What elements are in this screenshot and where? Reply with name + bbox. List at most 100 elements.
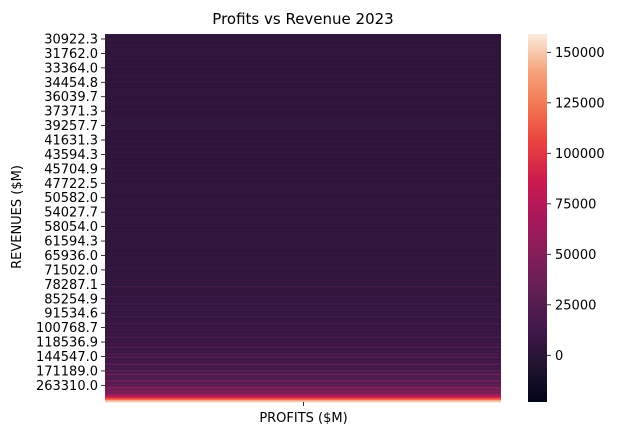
heatmap-cell: [105, 62, 501, 65]
heatmap-cell: [105, 183, 501, 186]
y-tick-label: 118536.9: [36, 336, 98, 351]
heatmap-cell: [105, 254, 501, 257]
heatmap-cell: [105, 380, 501, 383]
heatmap-cell: [105, 69, 501, 72]
y-tick-label: 36039.7: [44, 90, 98, 105]
x-axis: PROFITS ($M): [259, 402, 348, 426]
heatmap-cell: [105, 331, 501, 334]
heatmap-cell: [105, 324, 501, 327]
heatmap-cell: [105, 119, 501, 122]
heatmap-cell: [105, 40, 501, 43]
y-tick-label: 34454.8: [44, 76, 98, 91]
colorbar-tick-label: 125000: [555, 96, 605, 111]
heatmap-cell: [105, 309, 501, 312]
heatmap-cell: [105, 262, 501, 265]
heatmap-cell: [105, 306, 501, 309]
heatmap-cell: [105, 363, 501, 366]
heatmap-cell: [105, 239, 501, 242]
heatmap-cell: [105, 141, 501, 144]
heatmap-cell: [105, 176, 501, 179]
heatmap-cell: [105, 338, 501, 341]
heatmap-cell: [105, 134, 501, 137]
heatmap-cell: [105, 359, 501, 363]
heatmap-cell: [105, 79, 501, 82]
heatmap-cell: [105, 333, 501, 336]
heatmap-cell: [105, 292, 501, 295]
y-tick-label: 37371.3: [44, 105, 98, 120]
heatmap-cell: [105, 314, 501, 317]
y-tick-label: 41631.3: [44, 134, 98, 149]
heatmap-cell: [105, 193, 501, 196]
heatmap-cell: [105, 156, 501, 159]
y-tick-label: 91534.6: [44, 307, 98, 322]
heatmap-cell: [105, 348, 501, 351]
heatmap-cell: [105, 133, 501, 136]
heatmap-cell: [105, 264, 501, 267]
heatmap-cell: [105, 166, 501, 169]
heatmap-cell: [105, 336, 501, 339]
heatmap-cell: [105, 284, 501, 287]
heatmap-cell: [105, 376, 501, 379]
heatmap-cell: [105, 361, 501, 364]
heatmap-cell: [105, 181, 501, 184]
heatmap-cell: [105, 237, 501, 240]
heatmap-cell: [105, 291, 501, 294]
heatmap-cell: [105, 143, 501, 146]
heatmap-cell: [105, 373, 501, 376]
heatmap-cell: [105, 270, 501, 273]
heatmap-cell: [105, 312, 501, 315]
y-tick-label: 31762.0: [44, 47, 98, 62]
heatmap-cell: [105, 349, 501, 352]
heatmap-cell: [105, 294, 501, 297]
y-tick-label: 171189.0: [36, 364, 98, 379]
heatmap-cell: [105, 242, 501, 245]
heatmap-cell: [105, 208, 501, 211]
heatmap-cell: [105, 235, 501, 238]
heatmap-cell: [105, 343, 501, 346]
heatmap-cell: [105, 200, 501, 203]
y-tick-label: 50582.0: [44, 191, 98, 206]
y-tick-label: 30922.3: [44, 33, 98, 48]
heatmap-cell: [105, 129, 501, 132]
heatmap-cell: [105, 96, 501, 99]
y-tick-label: 144547.0: [36, 350, 98, 365]
heatmap-cell: [105, 121, 501, 124]
heatmap-cell: [105, 390, 501, 393]
heatmap-cell: [105, 217, 501, 220]
heatmap-cell: [105, 185, 501, 188]
heatmap-cell: [105, 257, 501, 260]
heatmap-cell: [105, 144, 501, 147]
heatmap-cell: [105, 307, 501, 310]
heatmap-cell: [105, 109, 501, 112]
heatmap-cell: [105, 245, 501, 248]
heatmap-cell: [105, 87, 501, 90]
heatmap-cell: [105, 84, 501, 87]
heatmap-cell: [105, 265, 501, 268]
heatmap-cell: [105, 386, 501, 389]
colorbar: [528, 34, 547, 402]
heatmap-cell: [105, 191, 501, 194]
y-tick-label: 65936.0: [44, 249, 98, 264]
heatmap-cell: [105, 190, 501, 193]
y-tick-label: 78287.1: [44, 278, 98, 293]
heatmap-cell: [105, 354, 501, 357]
heatmap-cell: [105, 52, 501, 55]
colorbar-tick-label: 100000: [555, 147, 605, 162]
colorbar-tick-label: 75000: [555, 197, 596, 212]
heatmap-cell: [105, 393, 501, 396]
heatmap-cell: [105, 42, 501, 45]
heatmap-cell: [105, 249, 501, 252]
heatmap-cell: [105, 269, 501, 272]
heatmap-cell: [105, 346, 501, 349]
heatmap-cell: [105, 170, 501, 173]
heatmap-cell: [105, 391, 501, 394]
heatmap-cell: [105, 178, 501, 181]
heatmap-cell: [105, 244, 501, 247]
heatmap-cell: [105, 74, 501, 77]
heatmap-cell: [105, 328, 501, 331]
heatmap-cell: [105, 102, 501, 105]
y-tick-label: 39257.7: [44, 119, 98, 134]
heatmap-cell: [105, 160, 501, 163]
heatmap-cell: [105, 77, 501, 80]
